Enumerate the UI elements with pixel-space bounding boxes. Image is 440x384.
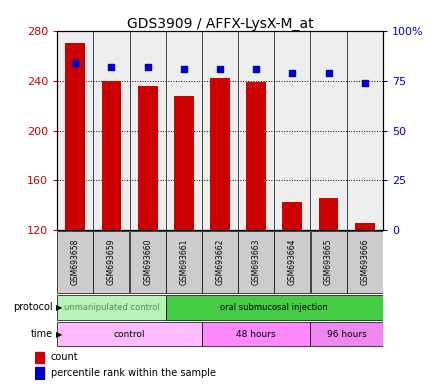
FancyBboxPatch shape (57, 231, 93, 293)
FancyBboxPatch shape (166, 231, 202, 293)
FancyBboxPatch shape (347, 231, 383, 293)
Text: GSM693664: GSM693664 (288, 239, 297, 285)
FancyBboxPatch shape (274, 231, 310, 293)
Text: oral submucosal injection: oral submucosal injection (220, 303, 328, 312)
FancyBboxPatch shape (311, 231, 347, 293)
Bar (35, 352, 44, 363)
Text: GSM693659: GSM693659 (107, 239, 116, 285)
FancyBboxPatch shape (202, 231, 238, 293)
Text: GSM693666: GSM693666 (360, 239, 369, 285)
Text: time: time (31, 329, 53, 339)
Bar (66, 43, 85, 230)
Text: GDS3909 / AFFX-LysX-M_at: GDS3909 / AFFX-LysX-M_at (127, 17, 313, 31)
Text: percentile rank within the sample: percentile rank within the sample (51, 368, 216, 378)
Text: 96 hours: 96 hours (327, 329, 367, 339)
Bar (282, 202, 302, 230)
Bar (355, 223, 375, 230)
Point (144, 64, 151, 70)
Bar (174, 96, 194, 230)
Point (108, 64, 115, 70)
Text: unmanipulated control: unmanipulated control (64, 303, 159, 312)
Bar (35, 367, 44, 379)
FancyBboxPatch shape (130, 231, 166, 293)
Bar (246, 82, 266, 230)
FancyBboxPatch shape (57, 295, 166, 319)
Point (289, 70, 296, 76)
FancyBboxPatch shape (202, 322, 311, 346)
Text: GSM693662: GSM693662 (216, 239, 224, 285)
Text: control: control (114, 329, 145, 339)
Text: GSM693660: GSM693660 (143, 239, 152, 285)
Text: GSM693665: GSM693665 (324, 239, 333, 285)
FancyBboxPatch shape (57, 322, 202, 346)
Text: GSM693663: GSM693663 (252, 239, 260, 285)
Bar (138, 86, 158, 230)
FancyBboxPatch shape (238, 231, 274, 293)
Text: GSM693661: GSM693661 (180, 239, 188, 285)
Text: 48 hours: 48 hours (236, 329, 276, 339)
Text: ▶: ▶ (56, 329, 62, 339)
Bar (102, 81, 121, 230)
Point (72, 60, 79, 66)
Point (180, 66, 187, 72)
Bar (319, 198, 338, 230)
Text: GSM693658: GSM693658 (71, 239, 80, 285)
FancyBboxPatch shape (311, 322, 383, 346)
Point (253, 66, 260, 72)
Text: protocol: protocol (13, 302, 53, 312)
Point (325, 70, 332, 76)
Text: count: count (51, 353, 78, 362)
FancyBboxPatch shape (166, 295, 383, 319)
Text: ▶: ▶ (56, 303, 62, 312)
Point (216, 66, 224, 72)
FancyBboxPatch shape (93, 231, 129, 293)
Point (361, 79, 368, 86)
Bar (210, 78, 230, 230)
